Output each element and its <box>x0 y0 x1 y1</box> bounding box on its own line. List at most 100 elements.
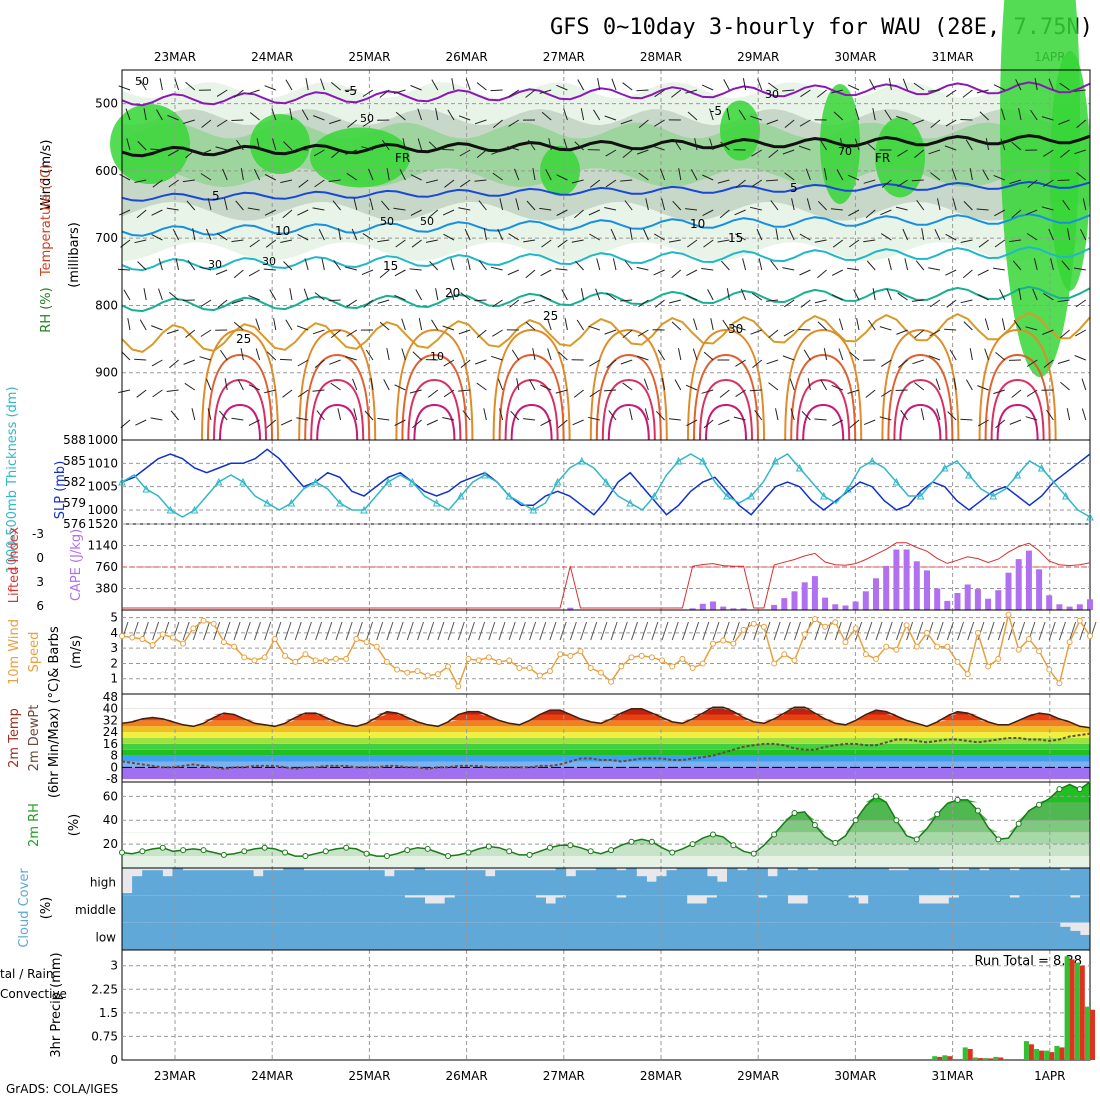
surface-wind-barb <box>702 621 710 641</box>
li-tick: 6 <box>36 599 44 613</box>
thickness-marker <box>844 484 852 493</box>
wind-speed-point <box>750 620 757 627</box>
upper-wind-barb <box>671 321 682 331</box>
cape-tick: 380 <box>95 582 118 596</box>
upper-wind-barb <box>532 348 536 361</box>
wind-speed-point <box>231 643 238 650</box>
rh-point <box>648 838 655 845</box>
upper-wind-barb <box>1080 228 1087 241</box>
thickness-marker <box>577 456 586 465</box>
surface-wind-barb <box>233 621 241 641</box>
rh-point <box>546 844 553 851</box>
temp-diurnal-contour <box>595 353 662 441</box>
rh-high-patch <box>310 127 410 188</box>
upper-wind-barb <box>435 288 439 301</box>
upper-wind-barb <box>296 148 309 151</box>
upper-wind-barb <box>587 416 600 421</box>
upper-wind-barb <box>483 228 487 241</box>
upper-wind-barb <box>775 228 779 241</box>
cloud-bar <box>585 922 597 950</box>
upper-wind-barb <box>770 200 779 211</box>
upper-wind-barb <box>719 389 730 398</box>
wind-tick: 1 <box>110 672 118 686</box>
upper-wind-barb <box>719 209 730 219</box>
cape-tick: 760 <box>95 560 118 574</box>
cloud-bar <box>606 868 617 896</box>
temp-tick: 8 <box>110 749 118 763</box>
upper-wind-barb <box>928 149 941 155</box>
upper-wind-barb <box>280 419 293 426</box>
cloud-bar <box>1039 868 1051 896</box>
wind-speed-point <box>1046 666 1053 673</box>
upper-wind-barb <box>478 260 487 271</box>
upper-wind-barb <box>199 266 212 271</box>
upper-wind-barb <box>476 382 487 391</box>
upper-wind-barb <box>912 359 924 365</box>
upper-wind-barb <box>346 329 358 337</box>
upper-wind-barb <box>847 267 860 271</box>
upper-wind-barb <box>216 119 228 127</box>
upper-wind-barb <box>368 168 374 181</box>
temp-contour-line <box>121 213 1091 237</box>
cape-bar <box>811 576 818 610</box>
upper-wind-barb <box>415 289 423 301</box>
upper-wind-barb <box>897 149 908 157</box>
upper-wind-barb <box>183 119 195 124</box>
temp-diurnal-contour <box>213 378 267 441</box>
upper-wind-barb <box>117 268 131 271</box>
cape-bar <box>1056 604 1063 610</box>
y-tick-pressure: 800 <box>95 298 118 312</box>
cloud-bar <box>273 870 284 896</box>
wind-speed-point <box>475 657 482 664</box>
cloud-bar <box>374 870 385 896</box>
wind-speed-point <box>383 658 390 665</box>
upper-wind-barb <box>321 258 325 271</box>
upper-wind-barb <box>507 269 519 276</box>
precip-tick: 2.25 <box>91 982 118 996</box>
upper-wind-barb <box>920 408 925 421</box>
upper-wind-barb <box>264 174 277 181</box>
temp-diurnal-contour <box>219 403 261 441</box>
rh-point <box>261 844 268 851</box>
upper-wind-barb <box>820 379 828 391</box>
cloud-bar <box>333 922 345 950</box>
upper-wind-barb <box>853 289 860 301</box>
cloud-bar <box>716 881 728 896</box>
temp-tick: 48 <box>103 690 118 704</box>
precip-total-bar <box>942 1055 948 1060</box>
upper-wind-barb <box>897 179 908 188</box>
upper-wind-barb <box>657 349 666 361</box>
cloud-bar <box>535 922 546 950</box>
upper-wind-barb <box>280 239 293 243</box>
cloud-bar <box>626 922 637 950</box>
precip-total-bar <box>972 1057 978 1060</box>
upper-wind-barb <box>464 228 471 241</box>
temp-diurnal-contour <box>601 378 656 441</box>
upper-wind-barb <box>223 198 228 211</box>
upper-wind-barb <box>798 329 811 331</box>
cloud-bar <box>424 903 436 923</box>
upper-wind-barb <box>749 206 762 211</box>
upper-wind-barb <box>832 239 844 248</box>
temp-diurnal-contour <box>413 403 456 441</box>
surface-wind-barb <box>539 621 547 641</box>
surface-wind-barb <box>773 621 781 641</box>
upper-wind-barb <box>476 329 487 338</box>
cape-bar <box>1087 599 1093 611</box>
cloud-bar <box>535 897 546 923</box>
upper-wind-barb <box>462 410 471 421</box>
upper-wind-barb <box>328 179 341 182</box>
wind-speed-point <box>536 672 543 679</box>
rh-point <box>934 811 941 818</box>
cloud-bar <box>122 895 133 923</box>
cloud-bar <box>434 922 446 950</box>
upper-wind-barb <box>687 111 698 121</box>
upper-wind-barb <box>346 172 358 181</box>
cloud-bar <box>787 922 799 950</box>
temp-diurnal-contour <box>990 378 1045 441</box>
cloud-bar <box>414 922 425 950</box>
upper-wind-barb <box>668 418 681 421</box>
upper-wind-barb <box>525 269 536 279</box>
cloud-bar <box>232 895 244 923</box>
cloud-bar <box>737 922 748 950</box>
